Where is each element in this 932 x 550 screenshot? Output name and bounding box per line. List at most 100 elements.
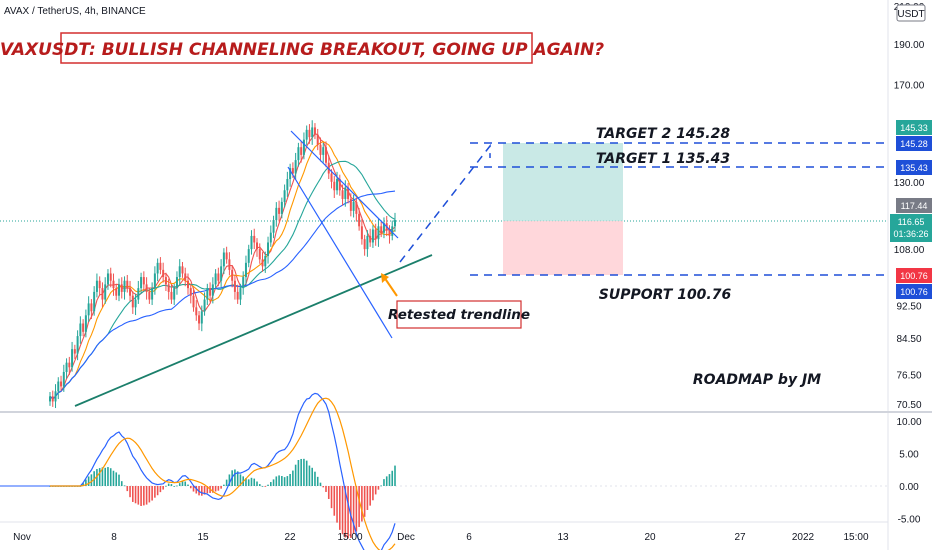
- candle-body: [325, 147, 327, 163]
- macd-histogram-bar: [98, 468, 101, 486]
- macd-histogram-bar: [281, 476, 283, 486]
- time-tick-label: 22: [284, 532, 296, 543]
- macd-histogram-bar: [264, 486, 267, 487]
- candle-body: [333, 181, 336, 191]
- candle-body: [84, 315, 87, 332]
- macd-histogram-bar: [388, 474, 391, 486]
- time-axis[interactable]: Nov 8 15 22 15:00 Dec 6 13 20 27 2022 15:00: [13, 532, 869, 543]
- symbol-header[interactable]: AVAX / TetherUS, 4h, BINANCE: [4, 6, 146, 17]
- stop-zone: [503, 221, 623, 275]
- time-tick-label: 8: [111, 532, 117, 543]
- macd-histogram-bar: [383, 479, 385, 486]
- candle-body: [261, 259, 264, 267]
- candle-body: [253, 235, 256, 243]
- macd-axis[interactable]: 10.00 5.00 0.00 -5.00: [896, 417, 921, 526]
- macd-histogram-bar: [184, 481, 187, 486]
- candle-body: [115, 288, 118, 296]
- time-tick-label: 13: [557, 532, 569, 543]
- macd-histogram-bar: [118, 474, 120, 486]
- tag-last-price: [890, 214, 932, 242]
- candle-body: [344, 187, 347, 199]
- macd-histogram-bar: [132, 486, 134, 502]
- macd-histogram-bar: [151, 486, 153, 501]
- macd-histogram-bar: [87, 476, 90, 486]
- macd-histogram-bar: [327, 486, 330, 499]
- macd-histogram-bar: [289, 473, 291, 486]
- macd-histogram-bar: [286, 476, 289, 486]
- chart-title: AVAXUSDT: BULLISH CHANNELING BREAKOUT, G…: [0, 40, 604, 60]
- macd-histogram-bar: [192, 486, 195, 492]
- candle-body: [220, 266, 223, 281]
- candle-body: [217, 273, 220, 281]
- macd-histogram-bar: [90, 474, 93, 486]
- candle-body: [313, 127, 316, 135]
- candle-body: [104, 284, 107, 300]
- ma-line: [49, 190, 396, 400]
- macd-histogram-bar: [300, 458, 302, 486]
- candle-body: [156, 262, 159, 274]
- candle-body: [118, 284, 120, 296]
- tag-117-44: [896, 198, 932, 213]
- macd-histogram-bar: [170, 484, 173, 486]
- macd-histogram-bar: [85, 479, 87, 486]
- candle-body: [264, 255, 267, 267]
- macd-tick-label: 0.00: [899, 482, 919, 493]
- macd-histogram-bar: [322, 486, 325, 488]
- candle-body: [159, 262, 162, 270]
- macd-histogram-bar: [145, 486, 148, 505]
- candle-body: [336, 179, 339, 191]
- candle-body: [68, 362, 71, 368]
- candle-body: [206, 288, 209, 300]
- currency-badge[interactable]: [896, 4, 926, 22]
- price-tick-label: 76.50: [896, 370, 921, 381]
- candle-body: [236, 291, 239, 300]
- price-tick-label: 130.00: [894, 178, 925, 189]
- macd-histogram-bar: [134, 486, 137, 504]
- tag-145-33-text: 145.33: [900, 123, 928, 133]
- candle-body: [302, 139, 305, 155]
- time-tick-label: 15: [197, 532, 209, 543]
- macd-histogram-bar: [195, 486, 198, 494]
- candle-body: [164, 277, 167, 285]
- candle-body: [142, 277, 145, 285]
- candle-body: [123, 280, 126, 292]
- macd-histogram-bar: [154, 486, 156, 498]
- time-tick-label: Nov: [13, 532, 31, 543]
- candle-body: [173, 288, 176, 300]
- candle-body: [181, 266, 184, 274]
- macd-histogram-bar: [140, 486, 142, 506]
- candle-body: [79, 323, 82, 337]
- target1-label: TARGET 1 135.43: [596, 151, 730, 167]
- macd-histogram-bar: [228, 474, 231, 486]
- candle-body: [250, 235, 253, 250]
- candle-body: [272, 220, 275, 233]
- macd-histogram-bar: [333, 486, 336, 516]
- tag-100-76-b: [896, 284, 932, 299]
- candle-body: [73, 349, 76, 354]
- macd-tick-label: 5.00: [899, 450, 919, 461]
- macd-histogram-bar: [206, 486, 209, 494]
- macd-histogram-bar: [261, 485, 264, 487]
- roadmap-label: ROADMAP by JM: [693, 372, 821, 388]
- macd-histogram-bar: [294, 464, 297, 486]
- macd-histogram-bar: [319, 482, 322, 486]
- macd-signal-line: [50, 397, 396, 550]
- candle-body: [214, 273, 217, 285]
- macd-histogram-bar: [394, 465, 396, 486]
- candle-body: [347, 187, 350, 199]
- candle-body: [131, 295, 134, 308]
- trendline: [74, 254, 433, 407]
- macd-histogram-bar: [341, 486, 344, 535]
- macd-histogram-bar: [245, 478, 247, 486]
- candle-body: [256, 242, 258, 250]
- candle-body: [82, 323, 85, 332]
- macd-histogram-bar: [120, 481, 123, 486]
- macd-histogram-bar: [275, 476, 278, 486]
- time-tick-label: 15:00: [843, 532, 868, 543]
- candle-body: [294, 160, 297, 174]
- candle-body: [382, 223, 385, 233]
- candle-body: [200, 311, 203, 324]
- macd-histogram-bar: [316, 476, 319, 486]
- candle-body: [65, 362, 68, 372]
